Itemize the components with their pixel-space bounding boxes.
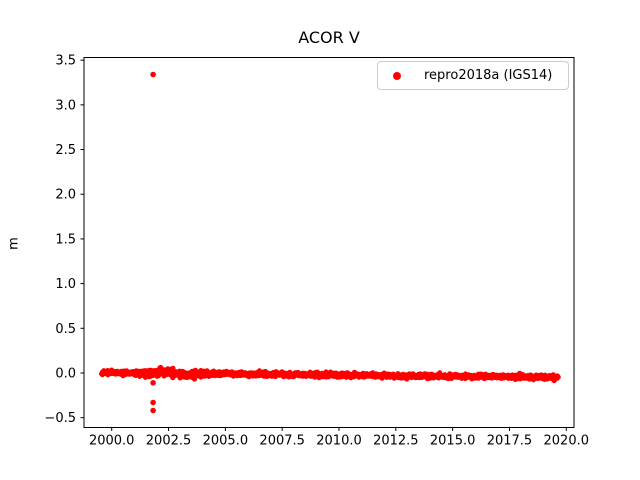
y-axis-tick-label: 2.0 xyxy=(55,188,76,203)
y-axis-tick-label: 0.5 xyxy=(55,322,76,337)
x-axis-tick-label: 2017.5 xyxy=(487,434,533,449)
x-axis-tick-label: 2020.0 xyxy=(544,434,590,449)
x-axis-tick-label: 2005.0 xyxy=(203,434,249,449)
y-axis-tick-label: 3.0 xyxy=(55,98,76,113)
x-axis-tick-label: 2012.5 xyxy=(373,434,419,449)
legend-marker-dot xyxy=(393,71,401,80)
y-axis-label: m xyxy=(6,237,22,250)
x-axis-tick-label: 2007.5 xyxy=(259,434,305,449)
x-axis-tick-label: 2015.0 xyxy=(430,434,476,449)
legend-label: repro2018a (IGS14) xyxy=(424,68,553,83)
x-axis-tick-label: 2000.0 xyxy=(89,434,135,449)
chart-title: ACOR V xyxy=(298,28,360,47)
scatter-series xyxy=(99,364,561,384)
y-axis-tick-label: 3.5 xyxy=(55,54,76,69)
outlier-point xyxy=(150,399,156,406)
legend: repro2018a (IGS14) xyxy=(377,61,569,90)
outlier-point xyxy=(150,407,156,414)
x-axis-tick-label: 2010.0 xyxy=(316,434,362,449)
outlier-point xyxy=(150,380,156,386)
y-axis-tick-label: 1.0 xyxy=(55,277,76,292)
x-axis-tick-label: 2002.5 xyxy=(146,434,192,449)
outlier-point xyxy=(150,71,156,78)
y-axis-tick-label: 2.5 xyxy=(55,143,76,158)
y-axis-tick-label: −0.5 xyxy=(44,411,76,426)
plot-frame xyxy=(83,57,575,428)
y-axis-tick-label: 1.5 xyxy=(55,232,76,247)
y-axis-tick-label: 0.0 xyxy=(55,366,76,381)
